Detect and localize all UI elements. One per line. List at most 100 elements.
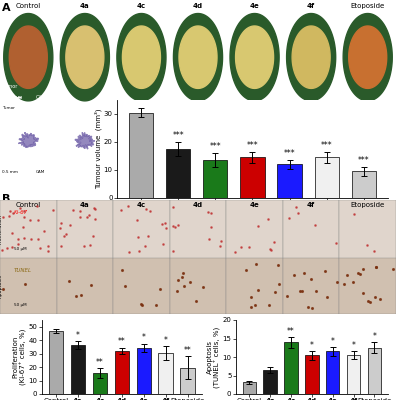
Bar: [226, 258, 283, 314]
Point: [58, 242, 65, 249]
Y-axis label: Proliferation
(Ki-67⁺ cells, %): Proliferation (Ki-67⁺ cells, %): [13, 329, 27, 385]
Bar: [278, 164, 302, 198]
Point: [333, 279, 340, 286]
Point: [66, 277, 72, 284]
Text: **: **: [287, 326, 295, 336]
Bar: [339, 258, 396, 314]
Point: [371, 248, 377, 254]
Point: [142, 243, 148, 249]
Point: [286, 214, 292, 221]
Text: 0.5 mm: 0.5 mm: [2, 170, 18, 174]
Point: [35, 236, 42, 242]
Point: [126, 249, 133, 255]
Text: Proliferation: Proliferation: [0, 214, 2, 244]
Polygon shape: [132, 133, 151, 150]
Bar: [57, 258, 113, 314]
Point: [162, 220, 168, 226]
Point: [169, 204, 176, 210]
Point: [267, 246, 274, 253]
Point: [291, 272, 297, 278]
Point: [295, 210, 301, 216]
Point: [119, 267, 126, 274]
Text: 4e: 4e: [250, 3, 259, 9]
Point: [20, 224, 26, 231]
Bar: [170, 200, 226, 258]
Point: [276, 281, 282, 287]
Point: [297, 288, 303, 295]
Point: [45, 248, 51, 254]
Bar: [113, 258, 170, 314]
Point: [324, 294, 330, 300]
Point: [322, 268, 328, 274]
Text: ***: ***: [173, 131, 184, 140]
Bar: [203, 160, 227, 198]
Bar: [113, 200, 170, 258]
Polygon shape: [4, 14, 53, 101]
Point: [246, 244, 252, 250]
Point: [170, 223, 176, 229]
Text: 4f: 4f: [307, 3, 315, 9]
Text: ***: ***: [209, 142, 221, 151]
Point: [266, 302, 272, 308]
Bar: [49, 332, 63, 394]
Point: [187, 279, 193, 286]
Point: [153, 302, 160, 309]
Text: A: A: [2, 3, 11, 13]
Bar: [263, 370, 277, 394]
Text: Control: Control: [16, 202, 41, 208]
Text: ***: ***: [321, 140, 332, 150]
Point: [200, 284, 206, 290]
Polygon shape: [122, 26, 160, 88]
Point: [313, 288, 320, 294]
Point: [373, 264, 379, 270]
Text: Tumor: Tumor: [2, 84, 17, 90]
Text: Etoposide: Etoposide: [350, 202, 385, 208]
Point: [9, 244, 15, 251]
Text: CAM: CAM: [36, 170, 45, 174]
Y-axis label: Tumour volume  (mm³): Tumour volume (mm³): [95, 109, 102, 189]
Bar: [283, 200, 339, 258]
Polygon shape: [19, 132, 39, 148]
Point: [77, 214, 84, 220]
Point: [86, 241, 93, 248]
Point: [180, 270, 187, 276]
Bar: [339, 200, 396, 258]
Point: [92, 206, 99, 212]
Point: [159, 220, 166, 227]
Bar: [166, 149, 190, 198]
Text: **: **: [96, 358, 104, 367]
Point: [174, 288, 181, 294]
Bar: [158, 353, 173, 394]
Point: [67, 222, 73, 228]
Point: [206, 236, 212, 242]
Point: [15, 241, 21, 248]
Text: 50 μM: 50 μM: [14, 303, 27, 307]
Point: [37, 245, 43, 252]
Bar: [284, 342, 298, 394]
Polygon shape: [302, 133, 319, 150]
Bar: [115, 351, 129, 394]
Point: [265, 216, 271, 222]
Point: [45, 243, 51, 249]
Point: [21, 214, 27, 221]
Point: [157, 286, 163, 292]
Polygon shape: [75, 132, 95, 149]
Point: [170, 248, 176, 254]
Text: 50 μM: 50 μM: [14, 247, 27, 251]
Point: [364, 298, 371, 304]
Point: [4, 244, 10, 251]
Bar: [283, 258, 339, 314]
Y-axis label: Apoptosis
(TUNEL⁺ cells, %): Apoptosis (TUNEL⁺ cells, %): [207, 326, 221, 388]
Point: [6, 212, 13, 219]
Point: [61, 233, 67, 239]
Point: [10, 210, 16, 217]
Bar: [0, 200, 57, 258]
Point: [77, 208, 84, 214]
Point: [175, 222, 181, 228]
Text: *: *: [142, 333, 146, 342]
Polygon shape: [188, 134, 209, 150]
Point: [309, 305, 316, 311]
Point: [56, 225, 63, 232]
Bar: [137, 348, 151, 394]
Point: [253, 261, 260, 267]
